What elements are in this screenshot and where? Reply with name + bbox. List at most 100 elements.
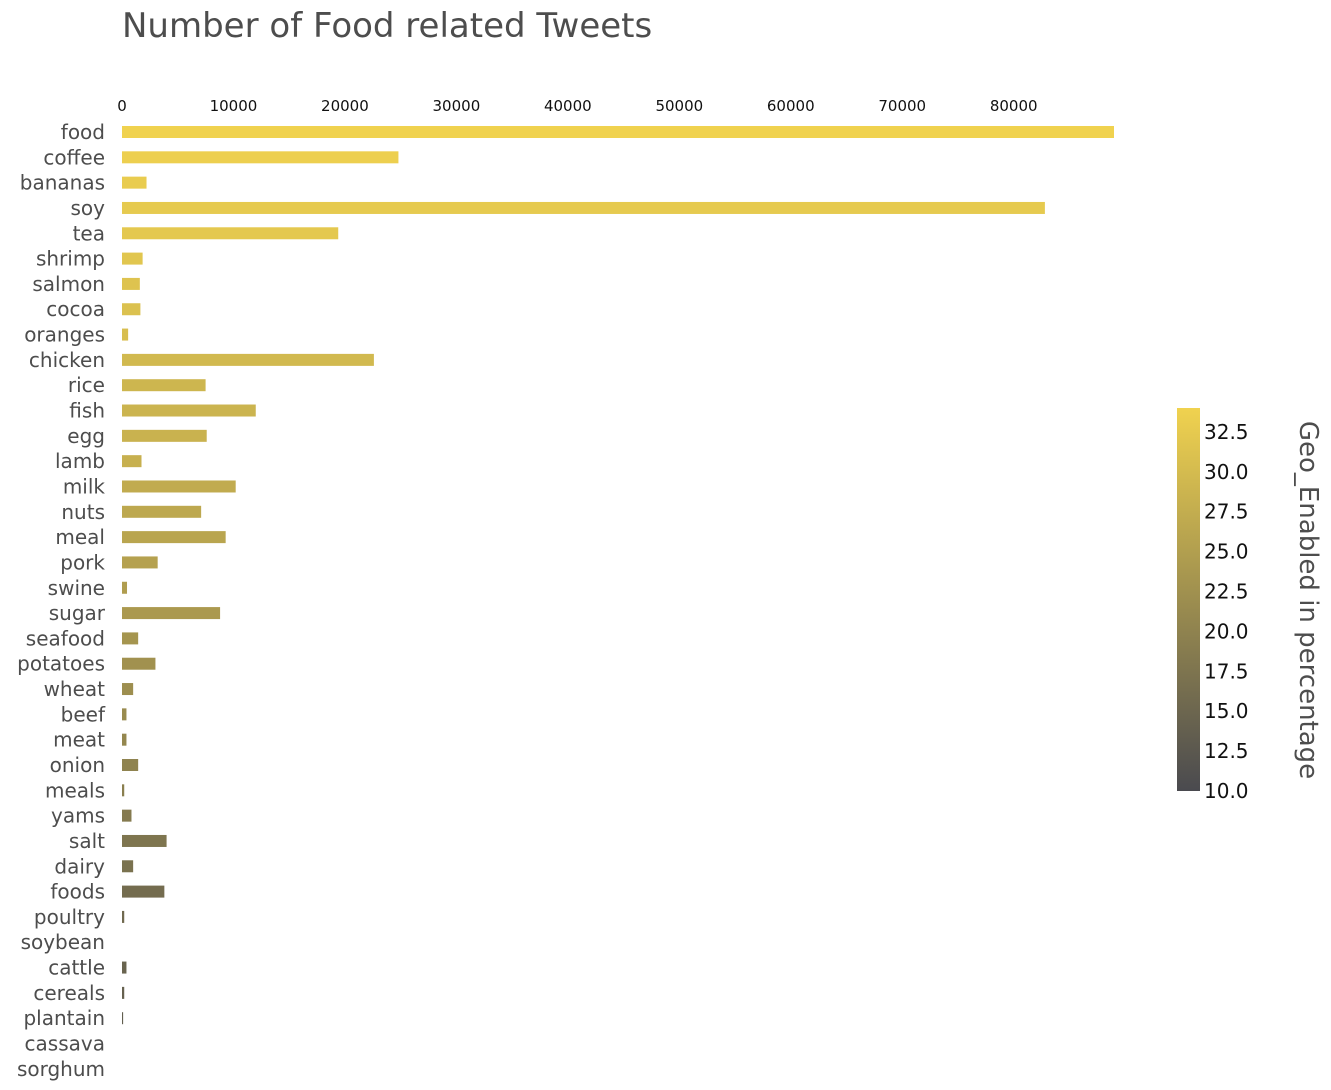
category-label-beef: beef (61, 702, 106, 726)
bar-oranges (122, 328, 129, 341)
x-axis-ticks: 0 10000 20000 30000 40000 50000 60000 70000 8000… (117, 97, 1037, 115)
category-label-soy: soy (71, 196, 106, 220)
bar-meat (122, 733, 127, 746)
category-label-egg: egg (67, 424, 105, 448)
colorbar-tick-label-27-5: 27.5 (1204, 500, 1249, 524)
category-label-rice: rice (68, 373, 105, 397)
bar-soy (122, 201, 1045, 214)
category-label-swine: swine (48, 576, 105, 600)
bar-chicken (122, 353, 374, 366)
x-tick-label-10000: 10000 (210, 97, 258, 115)
category-label-meat: meat (53, 728, 105, 752)
colorbar-tick-label-20-0: 20.0 (1204, 619, 1249, 643)
category-label-lamb: lamb (55, 449, 105, 473)
bar-egg (122, 429, 207, 442)
bar-plantain (122, 1012, 124, 1025)
bar-tea (122, 227, 339, 240)
category-label-sorghum: sorghum (17, 1057, 105, 1081)
colorbar-gradient (1177, 408, 1200, 791)
category-label-sugar: sugar (49, 601, 106, 625)
colorbar-tick-label-10-0: 10.0 (1204, 779, 1249, 803)
category-label-salt: salt (69, 829, 105, 853)
category-label-tea: tea (73, 221, 105, 245)
category-label-soybean: soybean (21, 930, 105, 954)
category-label-meal: meal (55, 525, 105, 549)
x-tick-label-40000: 40000 (544, 97, 592, 115)
category-label-wheat: wheat (44, 677, 106, 701)
bar-milk (122, 480, 236, 493)
bar-rice (122, 379, 206, 392)
bar-lamb (122, 455, 142, 468)
bar-cereals (122, 986, 125, 999)
colorbar-tick-label-15-0: 15.0 (1204, 699, 1249, 723)
colorbar-tick-label-25-0: 25.0 (1204, 540, 1249, 564)
category-label-bananas: bananas (20, 171, 105, 195)
bar-dairy (122, 860, 134, 873)
bar-cattle (122, 961, 127, 974)
bar-salt (122, 834, 167, 847)
category-label-dairy: dairy (54, 854, 105, 878)
category-label-cocoa: cocoa (46, 297, 105, 321)
bar-wheat (122, 683, 134, 696)
colorbar-tick-label-17-5: 17.5 (1204, 659, 1249, 683)
bar-cocoa (122, 303, 141, 316)
category-label-fish: fish (69, 399, 105, 423)
bars (122, 126, 1114, 1025)
category-label-onion: onion (50, 753, 105, 777)
bar-potatoes (122, 657, 156, 670)
x-tick-label-70000: 70000 (878, 97, 926, 115)
bar-beef (122, 708, 127, 721)
bar-meal (122, 531, 226, 544)
chart-title: Number of Food related Tweets (122, 6, 653, 46)
category-label-potatoes: potatoes (17, 652, 105, 676)
y-axis-categories: foodcoffeebananassoyteashrimpsalmoncocoa… (17, 120, 106, 1081)
category-label-cassava: cassava (25, 1032, 105, 1056)
bar-seafood (122, 632, 139, 645)
category-label-coffee: coffee (43, 145, 105, 169)
category-label-shrimp: shrimp (36, 247, 105, 271)
bar-nuts (122, 505, 202, 518)
category-label-foods: foods (50, 880, 105, 904)
colorbar-ticks: 32.5 30.0 27.5 25.0 22.5 20.0 17.5 15.0 12.5 10.0 (1204, 420, 1249, 803)
x-tick-label-50000: 50000 (655, 97, 703, 115)
category-label-oranges: oranges (24, 323, 105, 347)
bar-fish (122, 404, 256, 417)
category-label-chicken: chicken (29, 348, 105, 372)
colorbar: 32.5 30.0 27.5 25.0 22.5 20.0 17.5 15.0 12.5 10.0… (1177, 408, 1323, 803)
category-label-cattle: cattle (48, 956, 105, 980)
category-label-salmon: salmon (32, 272, 105, 296)
bar-sugar (122, 607, 221, 620)
bar-foods (122, 885, 165, 898)
bar-meals (122, 784, 125, 797)
bar-food (122, 126, 1114, 138)
bar-onion (122, 759, 139, 771)
bar-salmon (122, 277, 140, 290)
category-label-pork: pork (60, 550, 105, 574)
colorbar-title: Geo_Enabled in percentage (1293, 421, 1323, 779)
category-label-meals: meals (45, 778, 105, 802)
colorbar-tick-label-32-5: 32.5 (1204, 420, 1249, 444)
x-tick-label-80000: 80000 (990, 97, 1038, 115)
bar-coffee (122, 151, 399, 164)
bar-shrimp (122, 252, 143, 265)
category-label-food: food (61, 120, 105, 144)
category-label-cereals: cereals (33, 981, 105, 1005)
x-tick-label-20000: 20000 (321, 97, 369, 115)
colorbar-tick-label-22-5: 22.5 (1204, 580, 1249, 604)
colorbar-tick-label-12-5: 12.5 (1204, 739, 1249, 763)
bar-yams (122, 809, 132, 822)
x-tick-label-60000: 60000 (767, 97, 815, 115)
bar-pork (122, 556, 158, 569)
colorbar-tick-label-30-0: 30.0 (1204, 460, 1249, 484)
bar-swine (122, 581, 128, 594)
category-label-milk: milk (63, 474, 106, 498)
category-label-plantain: plantain (23, 1006, 105, 1030)
category-label-seafood: seafood (26, 626, 105, 650)
category-label-nuts: nuts (61, 500, 105, 524)
x-tick-label-0: 0 (117, 97, 127, 115)
category-label-yams: yams (51, 804, 105, 828)
category-label-poultry: poultry (34, 905, 105, 929)
bar-poultry (122, 910, 125, 923)
bar-bananas (122, 176, 147, 189)
